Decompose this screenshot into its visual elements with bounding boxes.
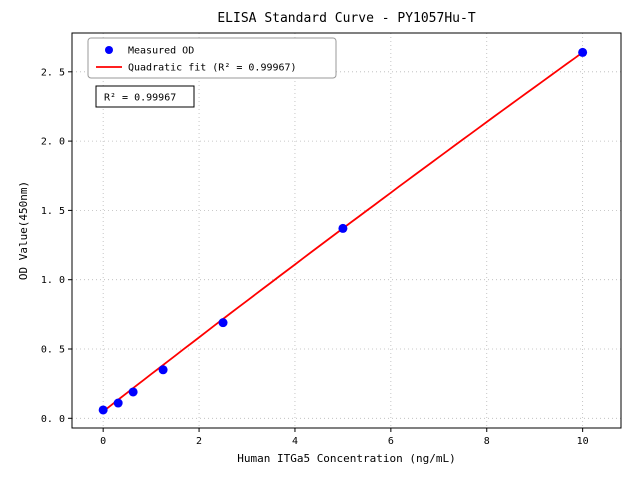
x-tick-label: 0 bbox=[100, 436, 106, 447]
x-tick-label: 10 bbox=[577, 436, 589, 447]
data-point bbox=[128, 387, 138, 397]
x-tick-label: 4 bbox=[292, 436, 298, 447]
data-point bbox=[158, 365, 168, 375]
y-tick-label: 1. 0 bbox=[41, 275, 65, 286]
x-axis: 0 2 4 6 8 10 bbox=[100, 428, 589, 447]
x-tick-label: 8 bbox=[484, 436, 490, 447]
x-tick-label: 6 bbox=[388, 436, 394, 447]
legend-label-quadratic-fit: Quadratic fit (R² = 0.99967) bbox=[128, 63, 297, 74]
data-point bbox=[98, 405, 108, 415]
legend: Measured OD Quadratic fit (R² = 0.99967) bbox=[87, 37, 337, 79]
data-point bbox=[113, 398, 123, 408]
annotation-box bbox=[95, 85, 195, 108]
data-point bbox=[578, 47, 588, 57]
y-axis-label: OD Value(450nm) bbox=[17, 181, 30, 280]
y-axis: 0. 0 0. 5 1. 0 1. 5 2. 0 2. 5 bbox=[41, 67, 72, 425]
legend-label-measured-od: Measured OD bbox=[128, 46, 194, 57]
x-tick-label: 2 bbox=[196, 436, 202, 447]
data-point bbox=[338, 223, 348, 233]
data-point bbox=[218, 318, 228, 328]
legend-marker-measured-od bbox=[105, 46, 113, 54]
measured-od-points bbox=[98, 47, 588, 415]
y-tick-label: 0. 0 bbox=[41, 414, 65, 425]
legend-box bbox=[87, 37, 337, 79]
y-tick-label: 1. 5 bbox=[41, 206, 65, 217]
y-tick-label: 2. 5 bbox=[41, 67, 65, 78]
plot-frame bbox=[71, 32, 622, 429]
r-squared-annotation: R² = 0.99967 bbox=[95, 85, 195, 108]
chart-title: ELISA Standard Curve - PY1057Hu-T bbox=[217, 11, 475, 26]
x-axis-label: Human ITGa5 Concentration (ng/mL) bbox=[237, 452, 456, 465]
y-tick-label: 2. 0 bbox=[41, 137, 65, 148]
y-tick-label: 0. 5 bbox=[41, 345, 65, 356]
annotation-text: R² = 0.99967 bbox=[104, 93, 176, 104]
